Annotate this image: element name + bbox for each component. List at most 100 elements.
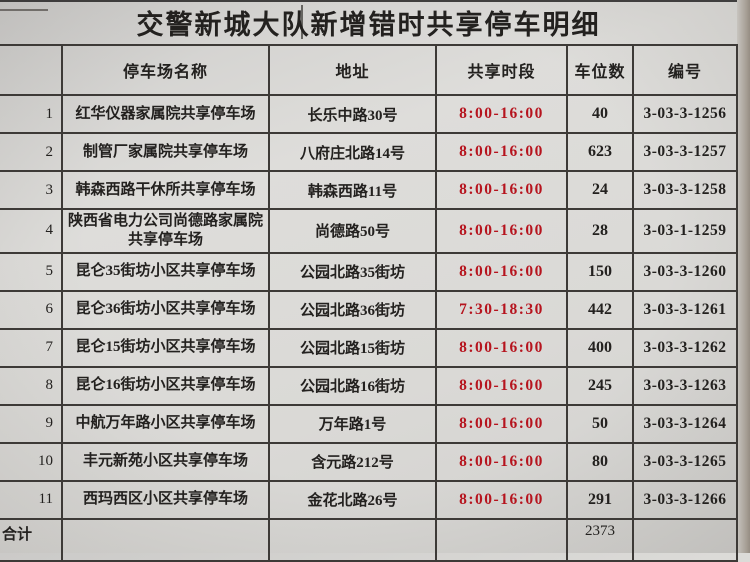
total-spaces-cell: 2373	[566, 517, 634, 562]
spaces-count-cell: 400	[566, 327, 634, 368]
code-cell: 3-03-3-1260	[632, 251, 738, 292]
row-number-cell: 2	[0, 132, 63, 172]
address-cell: 含元路212号	[268, 441, 437, 482]
row-number-cell: 11	[0, 479, 63, 520]
parking-name-cell: 中航万年路小区共享停车场	[61, 403, 270, 444]
row-number-cell: 10	[0, 441, 63, 482]
photo-right-edge-strip	[737, 0, 750, 553]
header-code: 编号	[632, 44, 738, 96]
address-cell: 尚德路50号	[268, 208, 437, 254]
total-empty-code-cell	[632, 517, 738, 562]
total-row: 合计 2373	[0, 517, 738, 562]
parking-name-cell: 韩森西路干休所共享停车场	[61, 170, 270, 210]
spaces-count-cell: 291	[566, 479, 634, 520]
title-bar: 交警新城大队新增错时共享停车明细	[0, 0, 737, 44]
table-row: 7 昆仑15街坊小区共享停车场 公园北路15街坊 8:00-16:00 400 …	[0, 327, 738, 368]
code-cell: 3-03-3-1261	[632, 289, 738, 330]
address-cell: 金花北路26号	[268, 479, 437, 520]
table-row: 10 丰元新苑小区共享停车场 含元路212号 8:00-16:00 80 3-0…	[0, 441, 738, 482]
table-body: 1 红华仪器家属院共享停车场 长乐中路30号 8:00-16:00 40 3-0…	[0, 94, 738, 520]
header-address: 地址	[268, 44, 437, 96]
parking-name-cell: 丰元新苑小区共享停车场	[61, 441, 270, 482]
table-row: 8 昆仑16街坊小区共享停车场 公园北路16街坊 8:00-16:00 245 …	[0, 365, 738, 406]
photo-left-edge-line	[0, 9, 48, 11]
code-cell: 3-03-3-1266	[632, 479, 738, 520]
shared-time-cell: 8:00-16:00	[435, 208, 568, 254]
table-row: 11 西玛西区小区共享停车场 金花北路26号 8:00-16:00 291 3-…	[0, 479, 738, 520]
parking-name-cell: 昆仑36街坊小区共享停车场	[61, 289, 270, 330]
shared-time-cell: 8:00-16:00	[435, 132, 568, 172]
spaces-count-cell: 24	[566, 170, 634, 210]
parking-name-cell: 昆仑16街坊小区共享停车场	[61, 365, 270, 406]
table-row: 6 昆仑36街坊小区共享停车场 公园北路36街坊 7:30-18:30 442 …	[0, 289, 738, 330]
address-cell: 八府庄北路14号	[268, 132, 437, 172]
header-row: 停车场名称 地址 共享时段 车位数 编号	[0, 44, 738, 96]
total-empty-address-cell	[268, 517, 437, 562]
parking-table: 停车场名称 地址 共享时段 车位数 编号 1 红华仪器家属院共享停车场 长乐中路…	[0, 44, 738, 562]
header-time: 共享时段	[435, 44, 568, 96]
parking-name-cell: 昆仑35街坊小区共享停车场	[61, 251, 270, 292]
code-cell: 3-03-3-1257	[632, 132, 738, 172]
title-cursor-artifact-line	[301, 5, 303, 39]
shared-time-cell: 8:00-16:00	[435, 94, 568, 134]
table-row: 9 中航万年路小区共享停车场 万年路1号 8:00-16:00 50 3-03-…	[0, 403, 738, 444]
spaces-count-cell: 623	[566, 132, 634, 172]
total-empty-name-cell	[61, 517, 270, 562]
row-number-cell: 9	[0, 403, 63, 444]
row-number-cell: 7	[0, 327, 63, 368]
address-cell: 韩森西路11号	[268, 170, 437, 210]
table-footer: 合计 2373	[0, 517, 738, 562]
spaces-count-cell: 28	[566, 208, 634, 254]
row-number-cell: 4	[0, 208, 63, 254]
table-row: 3 韩森西路干休所共享停车场 韩森西路11号 8:00-16:00 24 3-0…	[0, 170, 738, 210]
spaces-count-cell: 40	[566, 94, 634, 134]
table-row: 4 陕西省电力公司尚德路家属院共享停车场 尚德路50号 8:00-16:00 2…	[0, 208, 738, 254]
spaces-count-cell: 80	[566, 441, 634, 482]
header-spaces: 车位数	[566, 44, 634, 96]
shared-time-cell: 8:00-16:00	[435, 251, 568, 292]
table-row: 1 红华仪器家属院共享停车场 长乐中路30号 8:00-16:00 40 3-0…	[0, 94, 738, 134]
total-label-cell: 合计	[0, 517, 63, 562]
row-number-cell: 5	[0, 251, 63, 292]
code-cell: 3-03-3-1263	[632, 365, 738, 406]
parking-name-cell: 昆仑15街坊小区共享停车场	[61, 327, 270, 368]
total-empty-time-cell	[435, 517, 568, 562]
address-cell: 公园北路35街坊	[268, 251, 437, 292]
row-number-cell: 3	[0, 170, 63, 210]
spaces-count-cell: 245	[566, 365, 634, 406]
spaces-count-cell: 50	[566, 403, 634, 444]
code-cell: 3-03-3-1256	[632, 94, 738, 134]
parking-name-cell: 西玛西区小区共享停车场	[61, 479, 270, 520]
code-cell: 3-03-3-1264	[632, 403, 738, 444]
code-cell: 3-03-1-1259	[632, 208, 738, 254]
photo-top-edge-line	[0, 0, 750, 2]
header-index	[0, 44, 63, 96]
code-cell: 3-03-3-1262	[632, 327, 738, 368]
code-cell: 3-03-3-1265	[632, 441, 738, 482]
shared-time-cell: 8:00-16:00	[435, 441, 568, 482]
spaces-count-cell: 150	[566, 251, 634, 292]
parking-name-cell: 红华仪器家属院共享停车场	[61, 94, 270, 134]
parking-table-wrap: 停车场名称 地址 共享时段 车位数 编号 1 红华仪器家属院共享停车场 长乐中路…	[0, 44, 738, 562]
table-row: 5 昆仑35街坊小区共享停车场 公园北路35街坊 8:00-16:00 150 …	[0, 251, 738, 292]
address-cell: 公园北路16街坊	[268, 365, 437, 406]
row-number-cell: 6	[0, 289, 63, 330]
shared-time-cell: 8:00-16:00	[435, 403, 568, 444]
code-cell: 3-03-3-1258	[632, 170, 738, 210]
parking-name-cell: 陕西省电力公司尚德路家属院共享停车场	[61, 208, 270, 254]
header-name: 停车场名称	[61, 44, 270, 96]
table-header: 停车场名称 地址 共享时段 车位数 编号	[0, 44, 738, 96]
spaces-count-cell: 442	[566, 289, 634, 330]
shared-time-cell: 8:00-16:00	[435, 327, 568, 368]
shared-time-cell: 7:30-18:30	[435, 289, 568, 330]
row-number-cell: 8	[0, 365, 63, 406]
table-row: 2 制管厂家属院共享停车场 八府庄北路14号 8:00-16:00 623 3-…	[0, 132, 738, 172]
page-title: 交警新城大队新增错时共享停车明细	[136, 9, 601, 40]
row-number-cell: 1	[0, 94, 63, 134]
shared-time-cell: 8:00-16:00	[435, 479, 568, 520]
address-cell: 万年路1号	[268, 403, 437, 444]
shared-time-cell: 8:00-16:00	[435, 365, 568, 406]
parking-name-cell: 制管厂家属院共享停车场	[61, 132, 270, 172]
address-cell: 公园北路36街坊	[268, 289, 437, 330]
